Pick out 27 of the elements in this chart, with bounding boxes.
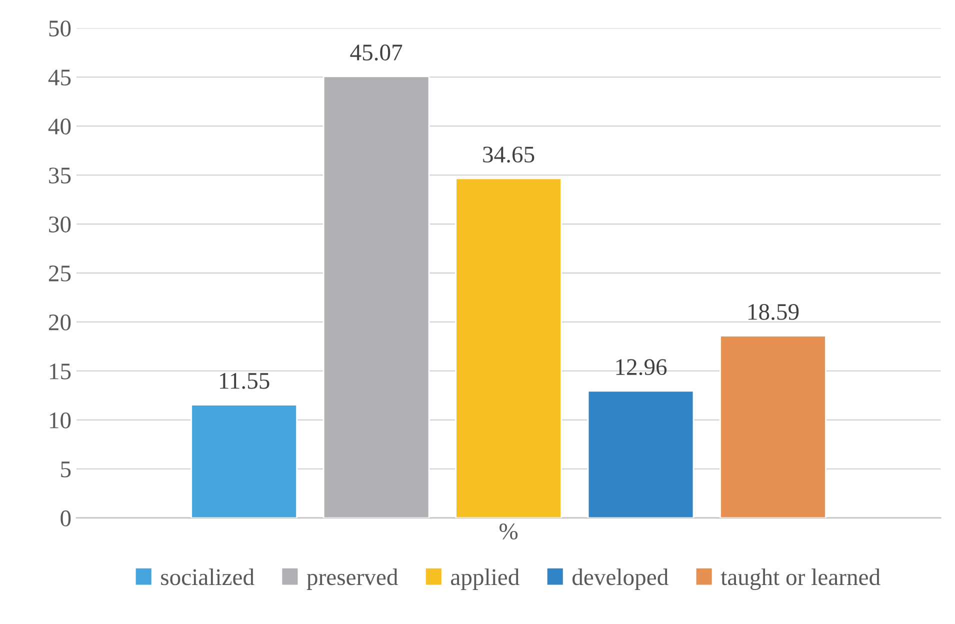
y-tick-label: 40	[48, 118, 71, 134]
y-tick-label: 0	[60, 510, 71, 526]
y-tick-label: 30	[49, 216, 71, 232]
legend-label: applied	[451, 568, 520, 590]
data-label: 12.96	[616, 359, 667, 376]
y-tick-label: 35	[49, 168, 71, 184]
bar	[190, 404, 298, 518]
data-label: 11.55	[220, 373, 270, 389]
data-label: 18.59	[748, 304, 799, 320]
data-label: 34.65	[483, 146, 534, 163]
y-tick-label: 10	[50, 412, 71, 428]
data-label: 45.07	[350, 44, 402, 61]
bar	[720, 335, 826, 518]
legend-label: preserved	[306, 568, 398, 590]
legend-label: taught or learned	[720, 568, 880, 590]
x-tick-label: %	[500, 523, 518, 540]
bar	[455, 178, 562, 518]
y-tick-label: 45	[48, 70, 71, 86]
y-tick-label: 50	[49, 20, 71, 37]
bar	[322, 76, 430, 518]
bar	[587, 390, 694, 518]
y-tick-label: 5	[61, 462, 71, 478]
legend-label: socialized	[161, 568, 254, 586]
y-tick-label: 25	[48, 266, 71, 282]
y-tick-label: 15	[50, 364, 71, 380]
y-tick-label: 20	[48, 314, 71, 330]
legend-label: developed	[572, 568, 668, 590]
